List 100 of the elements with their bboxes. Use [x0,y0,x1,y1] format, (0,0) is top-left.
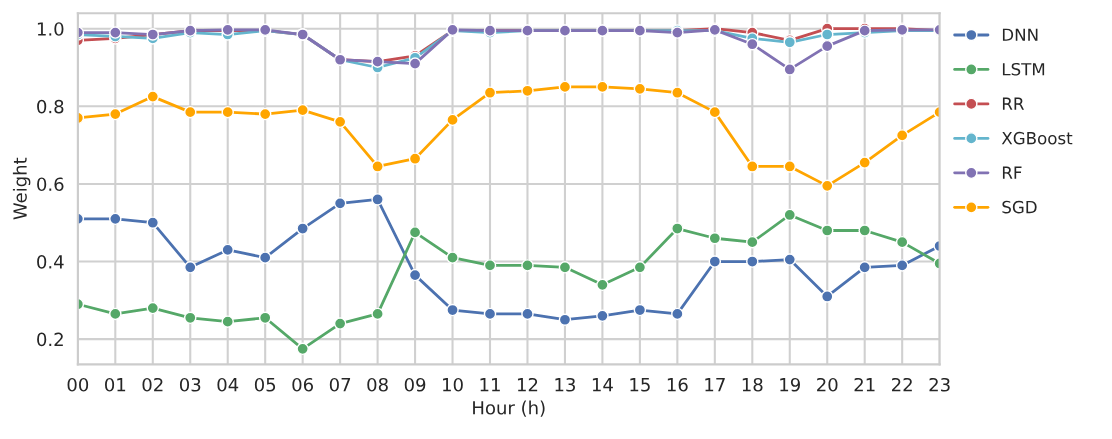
point [558,261,572,274]
x-tick-label: 16 [667,377,688,392]
legend-label: SGD [1002,200,1037,214]
x-tick-label: 10 [443,377,463,392]
point [183,261,197,274]
point [183,105,197,119]
point [258,251,272,264]
point [820,39,834,53]
legend-label: XGBoost [1001,131,1073,145]
point [333,317,347,330]
x-tick-label: 00 [67,377,89,392]
point [109,107,122,121]
legend-label: LSTM [1002,62,1045,76]
point [820,224,834,237]
y-tick-label: 0.4 [37,254,64,269]
point [446,113,459,127]
y-tick-label: 1.0 [37,22,64,36]
x-tick-label: 23 [929,377,950,392]
point [633,303,647,317]
point [671,86,684,99]
point [633,261,647,274]
legend-label: RF [1002,166,1022,179]
y-tick-label: 0.6 [37,177,64,192]
legend-label: DNN [1002,28,1038,41]
point [109,212,122,226]
x-tick-label: 12 [517,377,538,392]
point [596,278,609,292]
point [521,84,534,98]
point [146,301,160,315]
point [895,129,909,142]
x-tick-label: 15 [630,378,650,392]
x-tick-label: 17 [705,378,725,392]
point [671,307,684,321]
point [858,224,871,237]
point [258,107,272,121]
point [783,63,797,76]
point [633,82,647,96]
point [109,307,122,321]
point [746,37,759,51]
point [521,307,534,321]
x-tick-label: 11 [480,378,500,392]
point [783,253,797,266]
point [708,105,722,119]
point [221,315,234,328]
x-tick-label: 18 [742,377,763,392]
point [146,90,160,103]
point [746,235,759,249]
point [558,80,572,94]
point [521,259,534,272]
x-tick-label: 09 [404,377,426,392]
y-axis-title: Weight [12,157,31,220]
point [109,26,122,39]
point [221,243,234,257]
point [146,216,160,229]
x-tick-label: 08 [367,377,388,392]
point [221,105,234,119]
x-tick-label: 13 [555,377,575,392]
point [371,160,384,173]
x-tick-label: 02 [142,377,163,392]
point [333,197,347,210]
point [371,193,384,206]
point [483,307,497,321]
point [820,28,834,41]
point [296,103,309,117]
point [371,307,384,321]
point [671,222,684,235]
x-tick-label: 14 [592,378,613,392]
point [820,179,834,193]
point [296,222,309,235]
y-tick-label: 0.2 [37,332,63,347]
point [820,290,834,303]
x-tick-label: 03 [179,377,201,392]
point [783,160,797,173]
point [483,259,497,272]
point [183,311,197,325]
point [446,303,459,317]
point [708,255,722,268]
point [558,313,572,326]
point [483,86,497,99]
point [258,311,272,325]
x-tick-label: 04 [217,377,239,392]
x-tick-label: 05 [254,377,276,392]
point [408,152,422,165]
point [746,255,759,268]
x-tick-label: 07 [329,377,351,392]
point [895,235,909,249]
x-tick-label: 20 [817,377,838,392]
x-tick-label: 22 [892,377,912,392]
point [408,226,422,239]
x-tick-label: 01 [105,377,126,392]
legend-label: RR [1002,97,1024,110]
point [746,160,759,173]
point [895,259,909,272]
point [783,208,797,222]
point [446,251,459,264]
point [296,342,309,356]
point [858,156,871,169]
point [333,115,347,129]
x-tick-label: 21 [854,377,875,392]
x-tick-label: 19 [780,377,800,392]
